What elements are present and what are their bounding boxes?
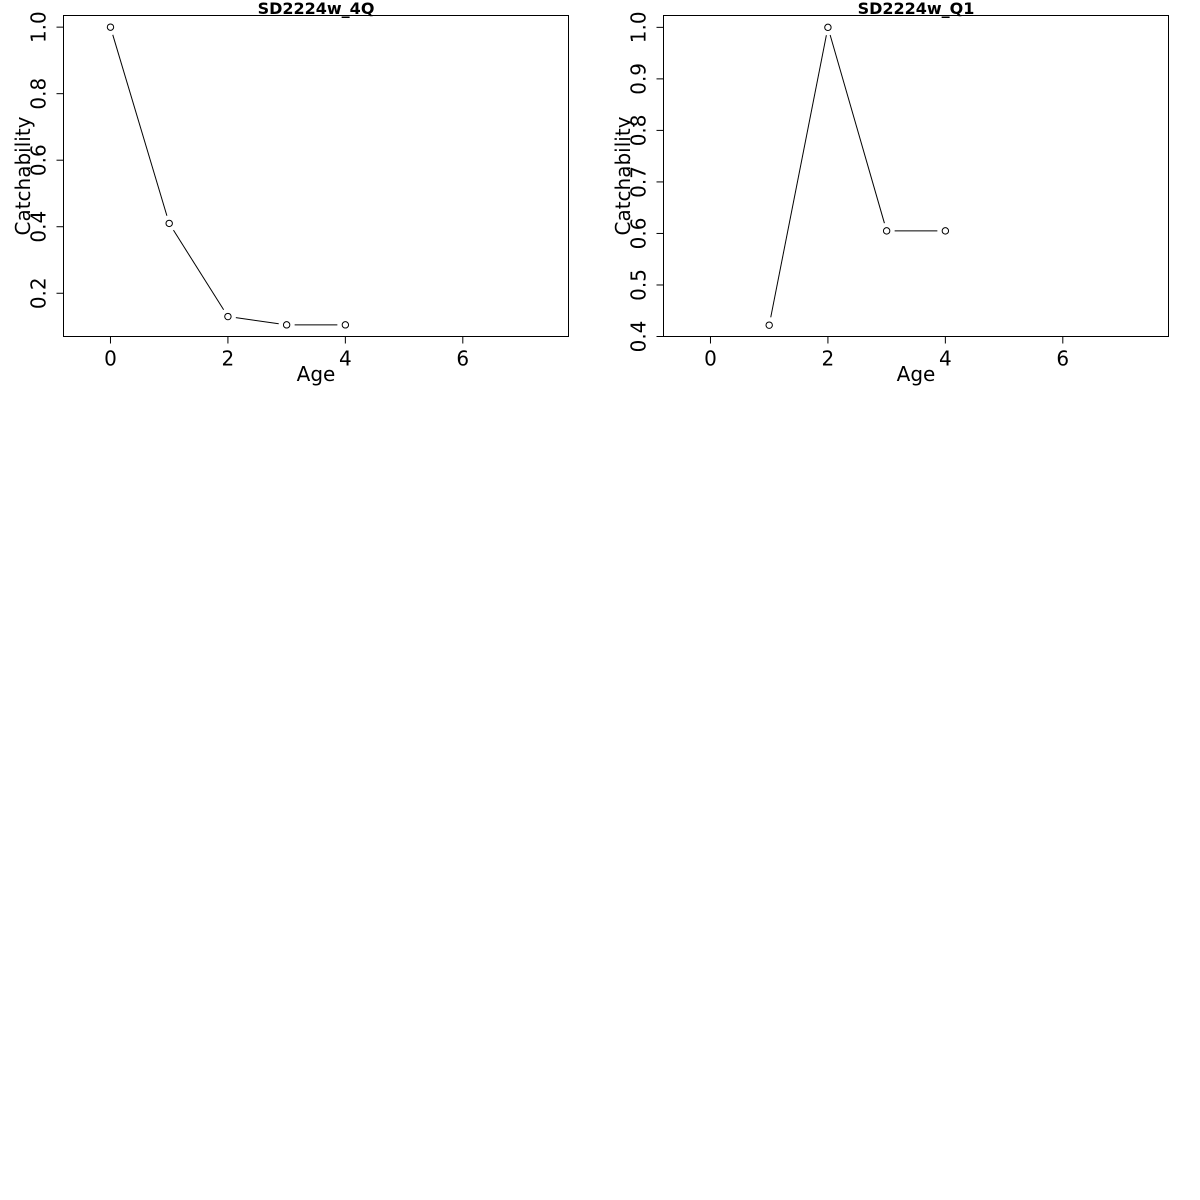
x-axis: 0 2 4 6 [104, 336, 469, 371]
x-tick-label: 4 [339, 347, 352, 371]
series-line-segment [770, 35, 827, 318]
x-axis-label: Age [297, 362, 336, 386]
x-tick-label: 0 [104, 347, 117, 371]
x-tick-label: 2 [822, 347, 835, 371]
plot-frame [63, 15, 569, 337]
y-tick-label: 0.5 [627, 269, 651, 301]
x-tick-label: 6 [1056, 347, 1069, 371]
x-tick-label: 6 [456, 347, 469, 371]
y-tick-label: 0.8 [27, 78, 51, 110]
y-tick-label: 1.0 [627, 11, 651, 43]
y-axis: 0.4 0.5 0.6 0.7 0.8 0.9 1.0 [627, 11, 664, 352]
data-point [941, 227, 950, 235]
y-tick-label: 0.2 [27, 277, 51, 309]
x-tick-label: 0 [704, 347, 717, 371]
x-axis-label: Age [897, 362, 936, 386]
y-tick-label: 0.7 [627, 166, 651, 198]
y-tick-label: 0.8 [627, 114, 651, 146]
data-series [765, 23, 950, 329]
chart-title: SD2224w_4Q [258, 0, 375, 18]
y-axis-label: Catchability [11, 116, 35, 235]
series-line-segment [235, 317, 279, 325]
data-point [224, 312, 232, 321]
x-tick-label: 2 [222, 347, 235, 371]
y-tick-label: 0.4 [627, 321, 651, 353]
data-point [341, 321, 350, 329]
plot-frame [663, 15, 1169, 337]
x-tick-label: 4 [939, 347, 952, 371]
data-point [882, 227, 891, 235]
data-series [106, 23, 350, 329]
series-line-segment [173, 229, 225, 311]
chart-title: SD2224w_Q1 [858, 0, 975, 18]
y-tick-label: 0.6 [27, 144, 51, 176]
y-tick-label: 0.4 [27, 211, 51, 243]
data-point [165, 219, 173, 228]
series-line-segment [829, 34, 885, 224]
series-line-segment [112, 34, 168, 216]
y-tick-label: 1.0 [27, 11, 51, 43]
y-axis: 0.2 0.4 0.6 0.8 1.0 [27, 11, 64, 309]
data-point [106, 23, 115, 31]
y-tick-label: 0.9 [627, 63, 651, 95]
y-axis-label: Catchability [611, 116, 635, 235]
data-point [824, 23, 832, 32]
data-point [282, 321, 291, 329]
x-axis: 0 2 4 6 [704, 336, 1069, 371]
y-tick-label: 0.6 [627, 218, 651, 250]
data-point [765, 321, 773, 329]
